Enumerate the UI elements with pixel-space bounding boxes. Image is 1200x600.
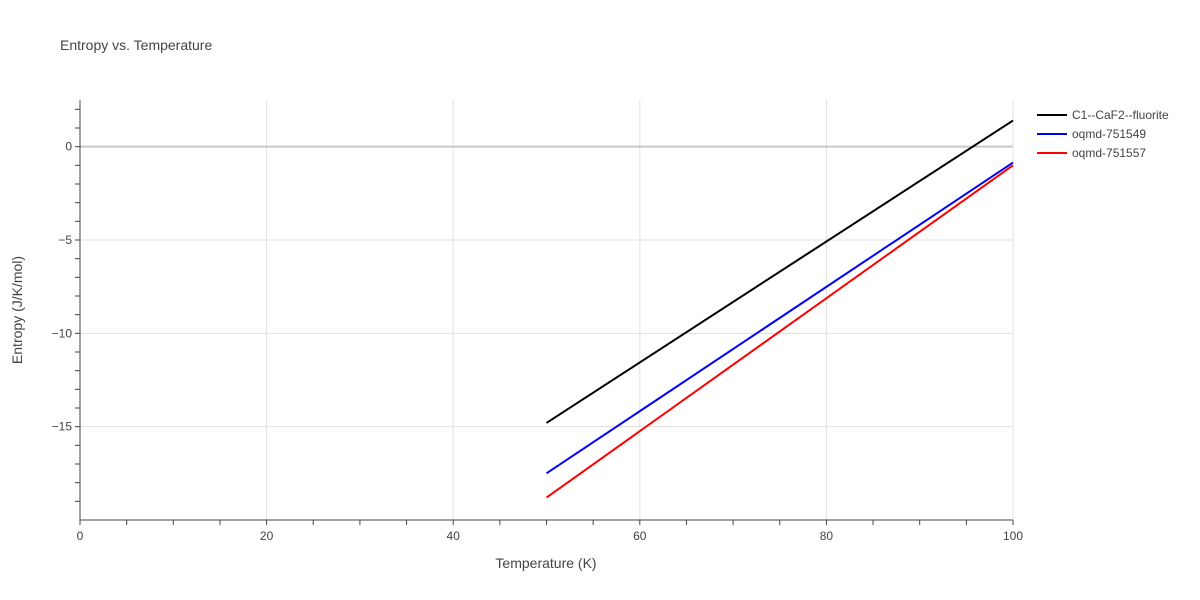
chart-title: Entropy vs. Temperature xyxy=(60,37,212,53)
y-tick-label: 0 xyxy=(65,140,72,154)
legend-label: oqmd-751549 xyxy=(1072,127,1146,141)
legend-label: oqmd-751557 xyxy=(1072,146,1146,160)
x-tick-label: 20 xyxy=(260,529,274,543)
y-tick-label: −10 xyxy=(52,326,73,340)
y-axis-title: Entropy (J/K/mol) xyxy=(9,256,25,364)
x-tick-label: 40 xyxy=(447,529,461,543)
legend[interactable]: C1--CaF2--fluorite oqmd-751549 oqmd-751557 xyxy=(1037,108,1169,160)
series-line xyxy=(545,119,1014,424)
legend-item[interactable]: oqmd-751557 xyxy=(1037,146,1146,160)
x-tick-label: 60 xyxy=(633,529,647,543)
x-tick-label: 100 xyxy=(1003,529,1023,543)
series-line xyxy=(545,161,1014,475)
y-tick-label: −15 xyxy=(52,420,73,434)
legend-item[interactable]: C1--CaF2--fluorite xyxy=(1037,108,1169,122)
series-lines xyxy=(545,119,1014,499)
x-tick-label: 0 xyxy=(77,529,84,543)
grid xyxy=(80,100,1014,520)
legend-item[interactable]: oqmd-751549 xyxy=(1037,127,1146,141)
legend-label: C1--CaF2--fluorite xyxy=(1072,108,1169,122)
x-tick-label: 80 xyxy=(820,529,834,543)
axes: 0 20 40 60 80 100 0 −5 −10 −15 xyxy=(52,100,1023,543)
x-axis-title: Temperature (K) xyxy=(495,555,596,571)
y-tick-label: −5 xyxy=(58,233,72,247)
series-line xyxy=(545,164,1014,499)
